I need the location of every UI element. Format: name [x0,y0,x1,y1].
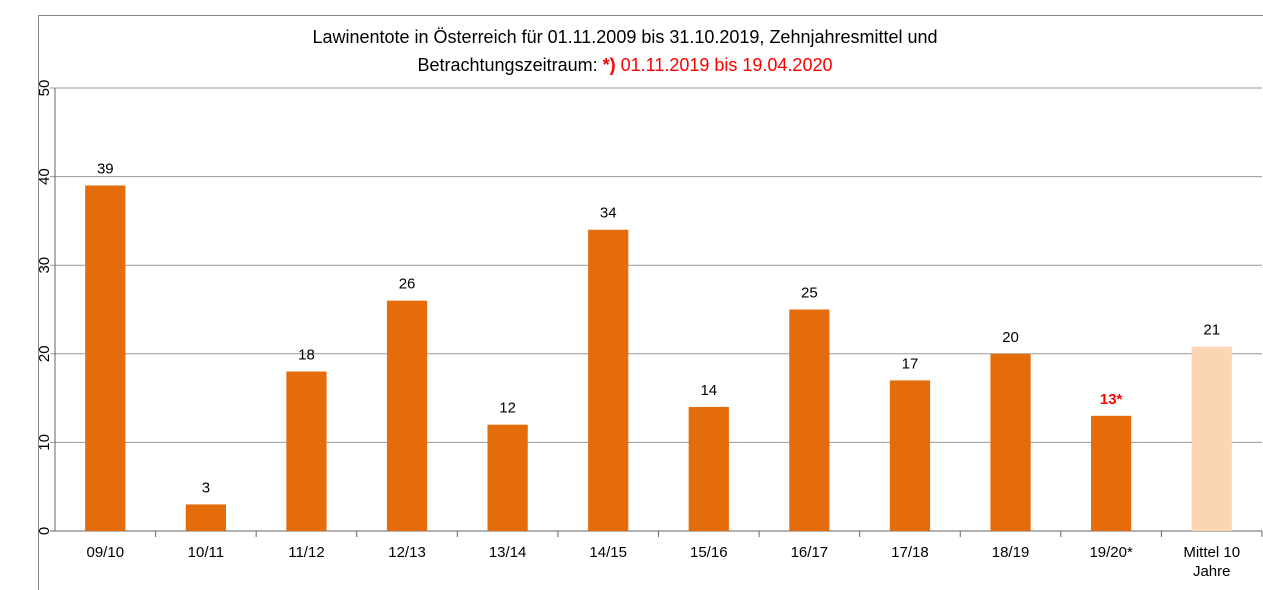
note-marker: *) [603,55,616,75]
y-tick-label: 10 [36,434,53,451]
chart-frame [38,15,1263,590]
x-tick-label: 17/18 [891,544,929,561]
x-tick-label: 19/20* [1089,544,1133,561]
value-label: 34 [600,205,617,222]
bar [688,406,729,531]
value-label: 25 [801,284,818,301]
x-tick-label: 09/10 [86,544,125,561]
value-label: 12 [499,400,516,417]
note-text: 01.11.2019 bis 19.04.2020 [621,55,833,75]
y-tick-label: 20 [36,345,53,362]
bar [990,353,1031,531]
value-label: 17 [902,355,919,372]
y-tick-label: 50 [36,80,53,97]
value-label: 21 [1203,322,1220,339]
chart-title: Betrachtungszeitraum: [418,55,598,75]
bar [85,185,126,531]
x-tick-label: 16/17 [790,544,829,561]
bar [889,380,931,531]
x-tick-label: Mittel 10 Jahre [1183,544,1241,580]
value-label: 39 [97,160,114,177]
x-tick-label: 14/15 [589,544,627,561]
value-label: 20 [1002,329,1019,346]
value-label: 26 [399,276,416,293]
y-tick-label: 30 [36,257,53,274]
bar [1091,415,1132,531]
bar [588,229,629,531]
bar [487,424,528,531]
x-tick-label: 12/13 [388,544,426,561]
bar [286,371,327,531]
y-tick-label: 40 [36,168,53,185]
x-tick-label: 10/11 [187,544,225,561]
x-tick-label: 11/12 [288,544,325,561]
value-label: 18 [298,346,315,363]
bar [185,504,226,531]
x-tick-label: 13/14 [488,544,527,561]
x-tick-label: 18/19 [991,544,1030,561]
chart-title: Betrachtungszeitraum: *) 01.11.2019 bis … [418,55,833,75]
bar [789,309,830,531]
value-label: 13* [1100,391,1123,408]
value-label: 14 [700,382,717,399]
bar [386,300,428,531]
y-tick-label: 0 [36,527,53,535]
value-label: 3 [202,479,210,496]
x-tick-label: 15/16 [690,544,728,561]
chart-title: Lawinentote in Österreich für 01.11.2009… [312,27,937,47]
bar [1191,346,1232,531]
